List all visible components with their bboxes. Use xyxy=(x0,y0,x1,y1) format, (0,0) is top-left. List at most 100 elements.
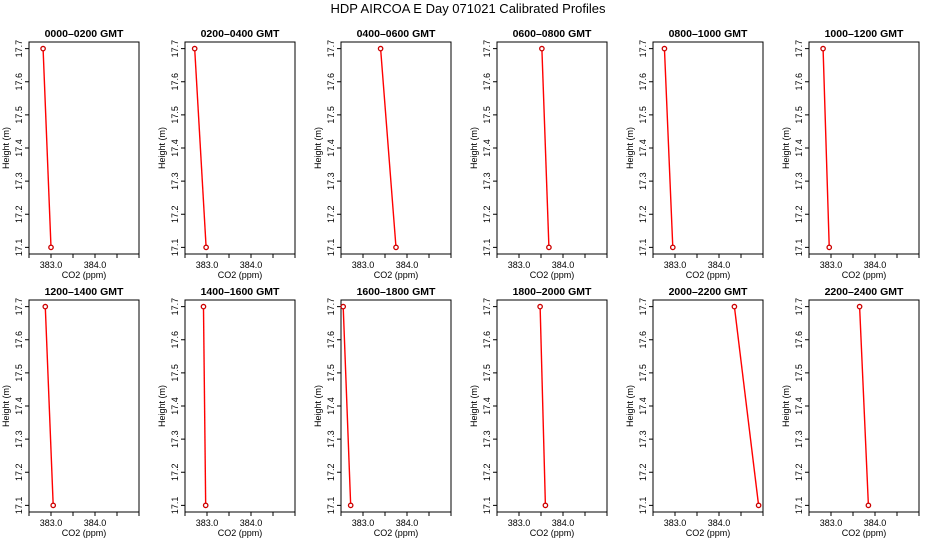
profile-line xyxy=(379,48,397,248)
y-tick-label: 17.7 xyxy=(482,40,492,58)
y-tick-label: 17.2 xyxy=(326,205,336,223)
y-tick-label: 17.1 xyxy=(170,497,180,515)
y-tick-label: 17.5 xyxy=(794,364,804,382)
y-tick-label: 17.6 xyxy=(170,331,180,349)
y-tick-label: 17.1 xyxy=(326,497,336,515)
panel-title: 0000–0200 GMT xyxy=(45,28,124,40)
x-tick-label: 383.0 xyxy=(664,260,687,270)
x-axis-label: CO2 (ppm) xyxy=(374,270,419,280)
x-axis-label: CO2 (ppm) xyxy=(62,270,107,280)
plot-frame xyxy=(340,41,452,255)
y-tick-label: 17.4 xyxy=(14,397,24,415)
y-tick-label: 17.2 xyxy=(170,205,180,223)
data-point xyxy=(203,244,209,251)
y-tick-label: 17.6 xyxy=(170,73,180,91)
x-tick-label: 383.0 xyxy=(40,260,63,270)
panel-title: 1800–2000 GMT xyxy=(513,286,592,298)
data-point xyxy=(856,303,863,310)
y-axis-label: Height (m) xyxy=(1,127,11,169)
x-axis-label: CO2 (ppm) xyxy=(530,528,575,538)
y-tick-label: 17.6 xyxy=(482,331,492,349)
x-tick-label: 384.0 xyxy=(84,260,107,270)
y-tick-label: 17.6 xyxy=(794,331,804,349)
x-tick-label: 383.0 xyxy=(40,518,63,528)
y-tick-label: 17.3 xyxy=(326,430,336,448)
y-tick-label: 17.1 xyxy=(794,239,804,257)
x-tick-label: 384.0 xyxy=(84,518,107,528)
data-point xyxy=(546,244,552,251)
y-axis-label: Height (m) xyxy=(781,385,791,427)
profile-line xyxy=(858,306,870,506)
y-tick-label: 17.1 xyxy=(482,497,492,515)
y-tick-label: 17.7 xyxy=(326,40,336,58)
panel-title: 1400–1600 GMT xyxy=(201,286,280,298)
y-tick-label: 17.7 xyxy=(638,298,648,316)
profile-line xyxy=(44,306,54,506)
x-tick-label: 384.0 xyxy=(864,518,887,528)
y-tick-label: 17.3 xyxy=(482,172,492,190)
y-tick-label: 17.3 xyxy=(14,172,24,190)
y-tick-label: 17.4 xyxy=(794,397,804,415)
data-point xyxy=(347,502,354,509)
data-point xyxy=(820,45,826,52)
x-tick-label: 384.0 xyxy=(240,518,263,528)
y-tick-label: 17.2 xyxy=(14,205,24,223)
panel-title: 1000–1200 GMT xyxy=(825,28,904,40)
y-tick-label: 17.2 xyxy=(638,463,648,481)
profile-line xyxy=(539,306,547,506)
y-tick-label: 17.1 xyxy=(170,239,180,257)
plot-frame xyxy=(184,41,296,255)
x-tick-label: 383.0 xyxy=(664,518,687,528)
y-axis-label: Height (m) xyxy=(469,385,479,427)
data-point xyxy=(539,45,545,52)
x-axis-label: CO2 (ppm) xyxy=(218,528,263,538)
data-point xyxy=(755,502,762,509)
profile-line xyxy=(822,48,830,248)
y-tick-label: 17.5 xyxy=(638,106,648,124)
x-tick-label: 384.0 xyxy=(552,260,575,270)
x-axis-label: CO2 (ppm) xyxy=(842,528,887,538)
y-tick-label: 17.2 xyxy=(482,463,492,481)
y-tick-label: 17.7 xyxy=(14,298,24,316)
data-point xyxy=(340,303,347,310)
data-point xyxy=(393,244,399,251)
y-tick-label: 17.5 xyxy=(326,106,336,124)
x-tick-label: 384.0 xyxy=(708,260,731,270)
y-tick-label: 17.7 xyxy=(638,40,648,58)
data-point xyxy=(731,303,738,310)
x-axis-label: CO2 (ppm) xyxy=(686,528,731,538)
y-tick-label: 17.7 xyxy=(14,40,24,58)
y-tick-label: 17.4 xyxy=(326,139,336,157)
plot-frame xyxy=(28,41,140,255)
x-tick-label: 383.0 xyxy=(820,518,843,528)
y-tick-label: 17.5 xyxy=(14,364,24,382)
x-tick-label: 384.0 xyxy=(864,260,887,270)
y-tick-label: 17.3 xyxy=(326,172,336,190)
y-tick-label: 17.1 xyxy=(794,497,804,515)
y-tick-label: 17.6 xyxy=(638,331,648,349)
y-tick-label: 17.4 xyxy=(794,139,804,157)
y-tick-label: 17.1 xyxy=(326,239,336,257)
plot-frame xyxy=(28,299,140,513)
y-tick-label: 17.2 xyxy=(638,205,648,223)
y-tick-label: 17.5 xyxy=(482,364,492,382)
plot-frame xyxy=(496,299,608,513)
profile-line xyxy=(42,48,52,248)
profile-line xyxy=(193,48,207,248)
x-tick-label: 383.0 xyxy=(820,260,843,270)
y-tick-label: 17.6 xyxy=(326,73,336,91)
data-point xyxy=(48,244,54,251)
y-axis-label: Height (m) xyxy=(625,127,635,169)
x-axis-label: CO2 (ppm) xyxy=(62,528,107,538)
y-tick-label: 17.2 xyxy=(794,463,804,481)
plot-frame xyxy=(496,41,608,255)
panel-title: 0400–0600 GMT xyxy=(357,28,436,40)
plot-frame xyxy=(652,41,764,255)
y-tick-label: 17.3 xyxy=(482,430,492,448)
data-point xyxy=(669,244,676,251)
y-tick-label: 17.2 xyxy=(794,205,804,223)
y-tick-label: 17.7 xyxy=(794,298,804,316)
x-axis-label: CO2 (ppm) xyxy=(842,270,887,280)
panel-title: 2000–2200 GMT xyxy=(669,286,748,298)
data-point xyxy=(542,502,549,509)
